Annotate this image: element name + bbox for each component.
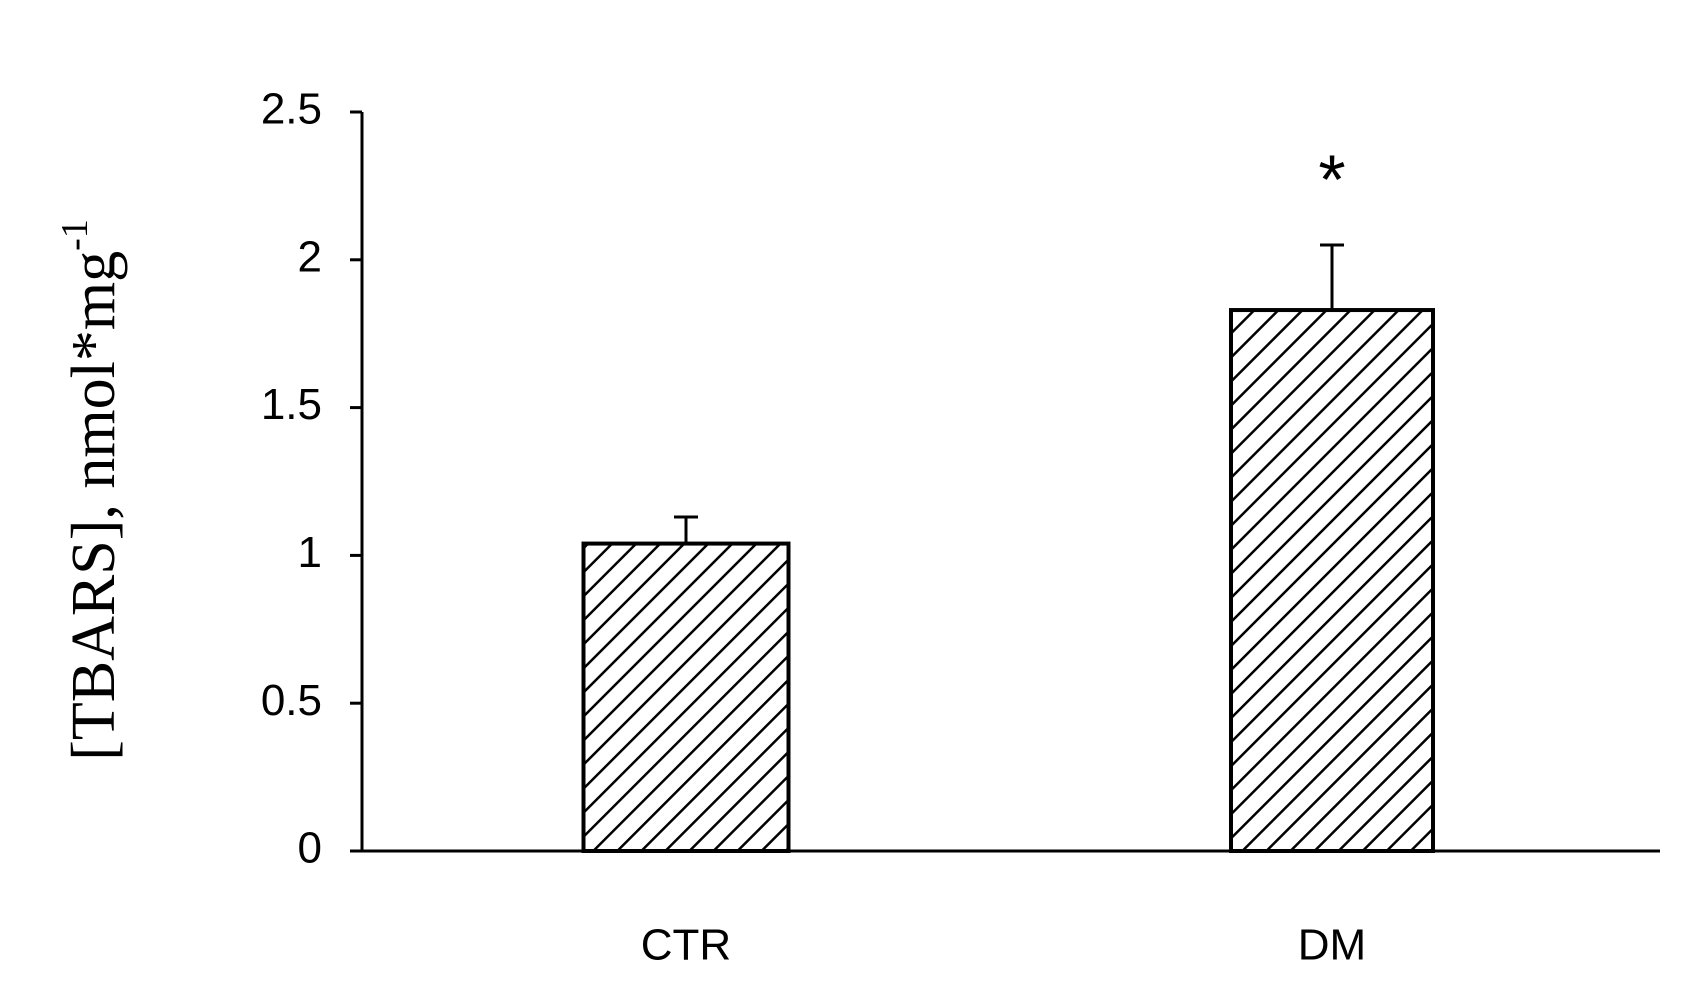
bar [1229, 308, 1435, 853]
y-tick-label: 1 [298, 528, 322, 577]
y-axis-label: [TBARS], nmol*mg-1 [54, 219, 129, 760]
x-tick-label: DM [1298, 921, 1366, 970]
y-tick-label: 0 [298, 824, 322, 873]
y-tick-label: 1.5 [261, 380, 322, 429]
y-tick-label: 2.5 [261, 85, 322, 134]
y-tick-label: 0.5 [261, 676, 322, 725]
annotation: * [1318, 141, 1345, 219]
y-axis-label-text: [TBARS], nmol*mg [60, 251, 128, 761]
y-axis-label-superscript: -1 [54, 219, 96, 251]
y-tick-label: 2 [298, 232, 322, 281]
x-tick-label: CTR [641, 921, 731, 970]
bar [581, 541, 791, 853]
